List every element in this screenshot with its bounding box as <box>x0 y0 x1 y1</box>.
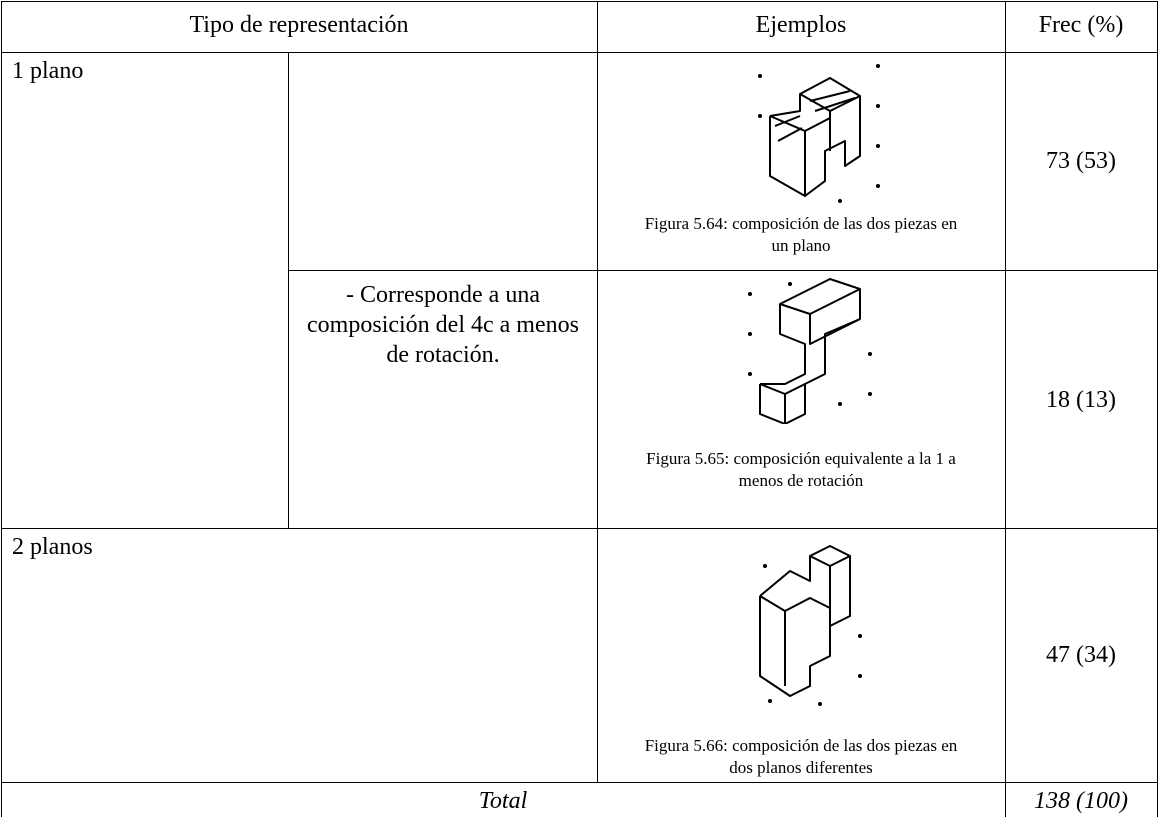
border <box>288 52 289 528</box>
figure-sketch <box>748 278 872 424</box>
freq-cell: 73 (53) <box>1046 148 1116 174</box>
type-cell: 1 plano <box>12 58 84 84</box>
border <box>1 782 1157 783</box>
type-cell: 2 planos <box>12 534 93 560</box>
figure-caption: Figura 5.64: composición de las dos piez… <box>644 214 958 255</box>
total-label: Total <box>478 788 528 814</box>
freq-cell: 47 (34) <box>1046 642 1116 668</box>
border <box>1 1 2 817</box>
header-cell: Frec (%) <box>1038 12 1124 38</box>
total-freq: 138 (100) <box>1034 788 1128 814</box>
figure-sketch <box>758 64 880 203</box>
figure-sketch <box>759 545 862 706</box>
freq-cell: 18 (13) <box>1046 387 1116 413</box>
note-cell: - Corresponde a una composición del 4c a… <box>307 282 579 368</box>
border <box>288 270 1157 271</box>
border <box>597 1 598 782</box>
border <box>1 528 1157 529</box>
header-cell: Tipo de representación <box>189 12 409 38</box>
figure-caption: Figura 5.66: composición de las dos piez… <box>644 736 958 777</box>
border <box>1 1 1157 2</box>
border <box>1 52 1157 53</box>
border <box>1005 1 1006 817</box>
border <box>1157 1 1158 817</box>
figure-caption: Figura 5.65: composición equivalente a l… <box>646 449 956 490</box>
header-cell: Ejemplos <box>755 12 847 38</box>
